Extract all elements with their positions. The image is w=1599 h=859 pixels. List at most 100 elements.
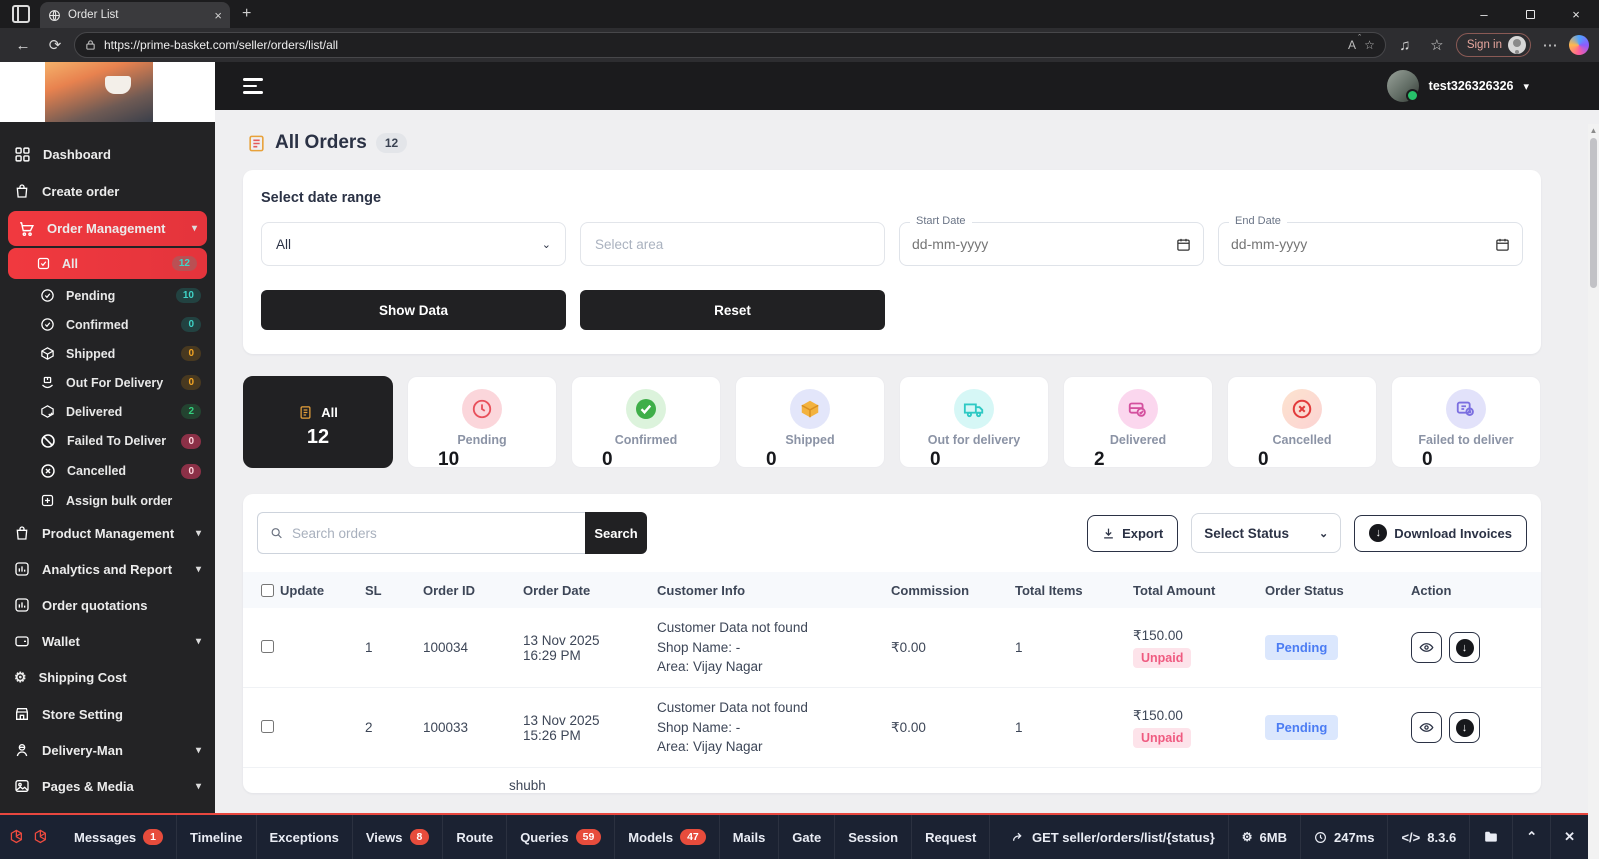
sidebar-item-create-order[interactable]: Create order <box>0 173 215 209</box>
end-date-field[interactable]: End Date <box>1218 215 1523 266</box>
calendar-icon[interactable] <box>1176 237 1191 252</box>
sidebar-subitem-delivered[interactable]: Delivered 2 <box>0 397 215 426</box>
minimize-button[interactable]: – <box>1480 6 1488 22</box>
debugbar-tab-views[interactable]: Views 8 <box>353 815 444 859</box>
show-data-button[interactable]: Show Data <box>261 290 566 330</box>
sidebar-subitem-pending[interactable]: Pending 10 <box>0 281 215 310</box>
favorite-star-icon[interactable]: ☆ <box>1364 38 1375 52</box>
debugbar-tab-exceptions[interactable]: Exceptions <box>257 815 353 859</box>
debugbar-tab-mails[interactable]: Mails <box>720 815 780 859</box>
debugbar-tab-gate[interactable]: Gate <box>779 815 836 859</box>
sidebar-label: Out For Delivery <box>66 375 164 390</box>
debugbar-tab-messages[interactable]: Messages 1 <box>61 815 177 859</box>
close-window-button[interactable]: × <box>1572 6 1580 22</box>
sidebar-subitem-shipped[interactable]: Shipped 0 <box>0 339 215 368</box>
sign-in-button[interactable]: Sign in <box>1455 33 1531 57</box>
hamburger-menu-icon[interactable] <box>243 74 263 98</box>
status-card-delivered[interactable]: Delivered 2 <box>1063 376 1213 470</box>
debugbar-close-button[interactable]: ✕ <box>1551 815 1588 859</box>
window-controls: – × <box>1461 0 1599 28</box>
back-icon[interactable]: ← <box>15 36 31 54</box>
sidebar-subitem-failed-to-deliver[interactable]: Failed To Deliver 0 <box>0 426 215 456</box>
scroll-up-icon[interactable]: ▲ <box>1589 126 1598 135</box>
page-scrollbar[interactable]: ▲ ▼ <box>1588 124 1599 859</box>
area-input[interactable] <box>595 236 870 252</box>
debugbar-php-version[interactable]: </> 8.3.6 <box>1388 815 1471 859</box>
select-all-checkbox[interactable] <box>261 583 274 597</box>
sidebar-subitem-confirmed[interactable]: Confirmed 0 <box>0 310 215 339</box>
sidebar-item-delivery-man[interactable]: Delivery-Man ▾ <box>0 732 215 768</box>
new-tab-button[interactable]: + <box>242 5 252 22</box>
debugbar-memory[interactable]: ⚙ 6MB <box>1229 815 1301 859</box>
workspace-icon[interactable] <box>12 5 30 23</box>
status-card-out-for-delivery[interactable]: Out for delivery 0 <box>899 376 1049 470</box>
debugbar-folder-button[interactable] <box>1470 815 1514 859</box>
laravel-logo-icon[interactable] <box>0 815 61 859</box>
status-card-confirmed[interactable]: Confirmed 0 <box>571 376 721 470</box>
debugbar-request-route[interactable]: GET seller/orders/list/{status} <box>999 815 1229 859</box>
start-date-field[interactable]: Start Date <box>899 215 1204 266</box>
sidebar-item-product-management[interactable]: Product Management ▾ <box>0 515 215 551</box>
download-invoices-button[interactable]: ↓ Download Invoices <box>1354 514 1527 552</box>
status-card-cancelled[interactable]: Cancelled 0 <box>1227 376 1377 470</box>
sidebar-item-shipping-cost[interactable]: ⚙ Shipping Cost <box>0 659 215 696</box>
refresh-icon[interactable]: ⟳ <box>48 37 62 54</box>
download-invoice-button[interactable]: ↓ <box>1449 632 1480 663</box>
calendar-icon[interactable] <box>1495 237 1510 252</box>
view-order-button[interactable] <box>1411 712 1442 743</box>
favorites-bar-icon[interactable]: ☆ <box>1430 37 1444 54</box>
chevron-down-icon: ▾ <box>195 635 201 647</box>
address-bar[interactable]: https://prime-basket.com/seller/orders/l… <box>74 32 1386 58</box>
debugbar-time[interactable]: 247ms <box>1301 815 1389 859</box>
debugbar-tab-session[interactable]: Session <box>835 815 913 859</box>
sidebar-subitem-cancelled[interactable]: Cancelled 0 <box>0 456 215 486</box>
sidebar-item-pages-media[interactable]: Pages & Media ▾ <box>0 768 215 804</box>
status-card-pending[interactable]: Pending 10 <box>407 376 557 470</box>
copilot-icon[interactable] <box>1569 35 1589 55</box>
user-menu[interactable]: test326326326 ▾ <box>1386 70 1529 102</box>
end-date-input[interactable] <box>1231 236 1487 252</box>
status-filter-select[interactable]: Select Status ⌄ <box>1191 513 1342 553</box>
sidebar-subitem-out-for-delivery[interactable]: Out For Delivery 0 <box>0 368 215 397</box>
row-checkbox[interactable] <box>261 719 274 733</box>
row-checkbox[interactable] <box>261 639 274 653</box>
sidebar-subitem-assign-bulk-order[interactable]: Assign bulk order <box>0 486 215 515</box>
browser-tab[interactable]: Order List × <box>40 2 230 28</box>
area-select[interactable] <box>580 222 885 266</box>
restore-button[interactable] <box>1507 0 1553 28</box>
read-aloud-icon[interactable]: A <box>1348 33 1361 52</box>
reset-button[interactable]: Reset <box>580 290 885 330</box>
count-badge: 59 <box>575 829 602 845</box>
export-button[interactable]: Export <box>1087 514 1179 552</box>
view-order-button[interactable] <box>1411 632 1442 663</box>
debugbar-tab-request[interactable]: Request <box>912 815 991 859</box>
search-field[interactable] <box>257 512 585 554</box>
search-button[interactable]: Search <box>585 512 647 554</box>
tab-close-icon[interactable]: × <box>214 7 222 23</box>
debugbar-tab-route[interactable]: Route <box>443 815 508 859</box>
orders-table-card: Search Export Select Status ⌄ ↓ <box>243 494 1541 793</box>
start-date-input[interactable] <box>912 236 1168 252</box>
sidebar-subitem-all[interactable]: All 12 <box>8 248 207 279</box>
sidebar-item-dashboard[interactable]: Dashboard <box>0 136 215 173</box>
debugbar-tab-models[interactable]: Models 47 <box>615 815 720 859</box>
sidebar-item-order-management[interactable]: Order Management ▾ <box>8 211 207 246</box>
debugbar-tab-timeline[interactable]: Timeline <box>177 815 257 859</box>
sidebar-item-analytics-and-report[interactable]: Analytics and Report ▾ <box>0 551 215 587</box>
status-card-failed-to-deliver[interactable]: Failed to deliver 0 <box>1391 376 1541 470</box>
browser-menu-icon[interactable]: ⋯ <box>1542 37 1558 54</box>
sidebar-item-wallet[interactable]: Wallet ▾ <box>0 623 215 659</box>
status-card-shipped[interactable]: Shipped 0 <box>735 376 885 470</box>
status-card-all[interactable]: All 12 <box>243 376 393 468</box>
status-select[interactable]: All ⌄ <box>261 222 566 266</box>
debugbar-expand-button[interactable]: ⌃ <box>1513 815 1552 859</box>
download-invoice-button[interactable]: ↓ <box>1449 712 1480 743</box>
sidebar-item-store-setting[interactable]: Store Setting <box>0 696 215 732</box>
search-input[interactable] <box>291 525 573 541</box>
media-controls-icon[interactable]: ♫ <box>1399 36 1411 54</box>
scrollbar-thumb[interactable] <box>1590 138 1597 288</box>
sidebar-item-order-quotations[interactable]: Order quotations <box>0 587 215 623</box>
payment-status-badge: Unpaid <box>1133 647 1192 668</box>
debugbar-tab-queries[interactable]: Queries 59 <box>507 815 616 859</box>
sidebar-label: Store Setting <box>42 706 123 722</box>
